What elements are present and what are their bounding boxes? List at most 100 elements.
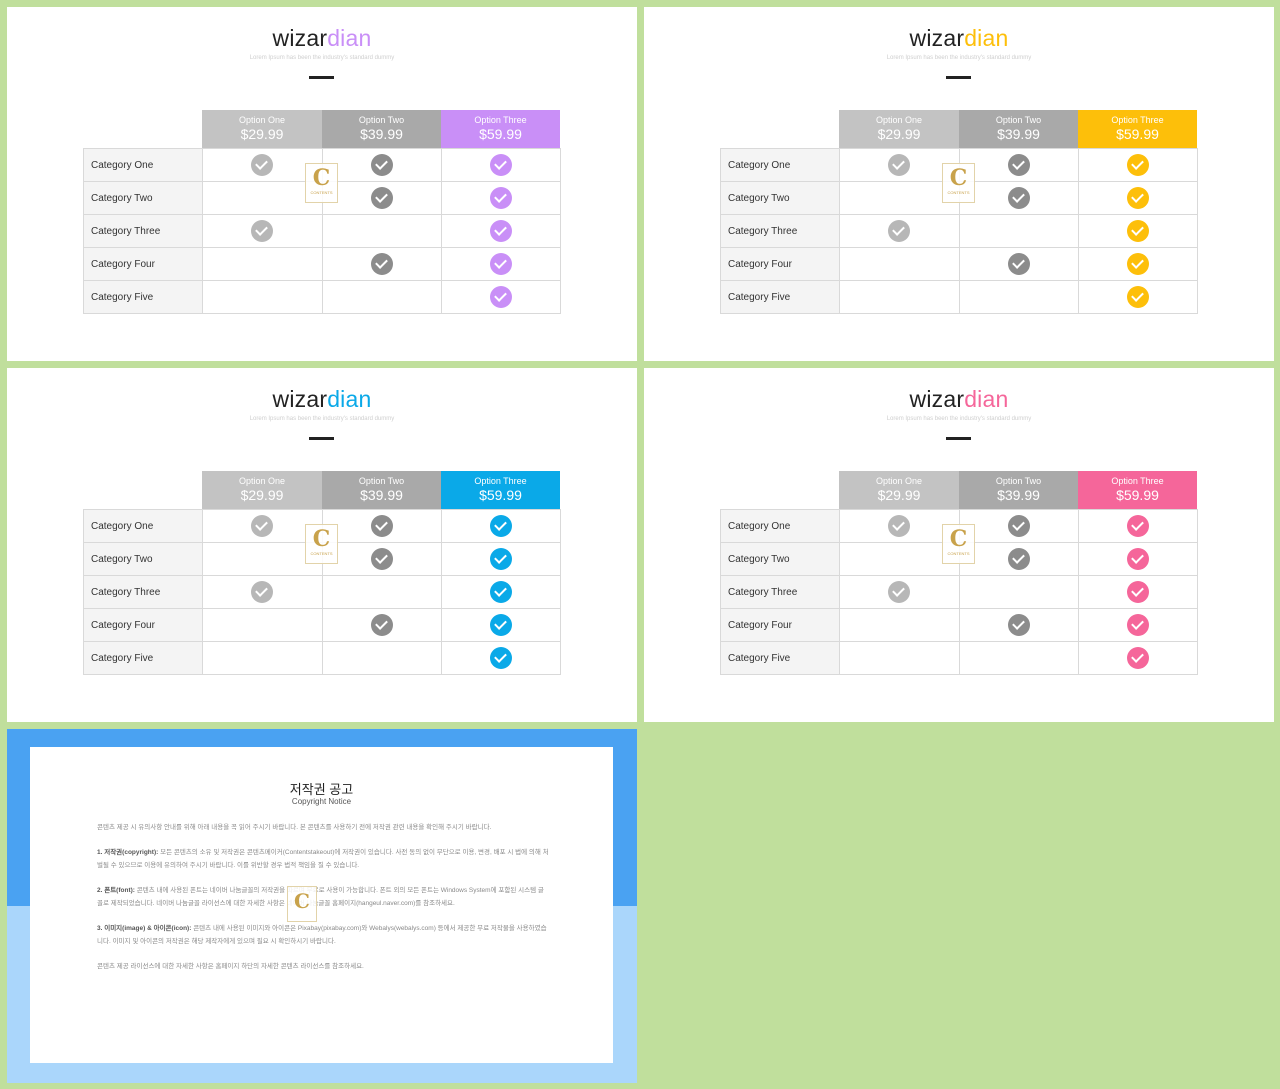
option-header-three: Option Three $59.99 — [1078, 471, 1197, 509]
table-row: Category Four — [719, 247, 1199, 281]
option-price: $29.99 — [877, 126, 921, 142]
notice-outro: 콘텐츠 제공 라이선스에 대한 자세한 사항은 홈페이지 하단의 자세한 콘텐츠… — [97, 963, 364, 970]
notice-paragraph-font: 2. 폰트(font): 콘텐츠 내에 사용된 폰트는 네이버 나눔글꼴의 저작… — [97, 884, 549, 910]
notice-paragraph-image: 3. 이미지(image) & 아이콘(icon): 콘텐츠 내에 사용된 이미… — [97, 922, 549, 948]
option-header-three: Option Three $59.99 — [1078, 110, 1197, 148]
check-icon — [1007, 154, 1030, 176]
slide-subtitle: Lorem Ipsum has been the industry's stan… — [886, 55, 1032, 61]
check-icon — [251, 154, 274, 176]
option-price: $39.99 — [997, 487, 1040, 503]
option-name: Option One — [875, 476, 923, 486]
table-cell — [1077, 542, 1199, 576]
category-label: Category One — [719, 148, 841, 182]
table-cell — [202, 181, 323, 215]
table-cell — [958, 641, 1079, 675]
notice-text: 콘텐츠 내에 사용된 이미지와 아이콘은 Pixabay(pixabay.com… — [97, 925, 547, 945]
check-icon — [1126, 614, 1149, 636]
option-name: Option Two — [995, 115, 1042, 125]
option-price: $59.99 — [1116, 126, 1159, 142]
table-cell — [1077, 247, 1199, 281]
table-cell — [839, 641, 960, 675]
table-cell — [202, 608, 323, 642]
table-cell — [440, 575, 562, 609]
table-cell — [440, 214, 562, 248]
category-label: Category Two — [719, 181, 841, 215]
category-label: Category Two — [82, 542, 204, 576]
check-icon — [251, 220, 274, 242]
brand-logo: wizardian — [7, 25, 637, 52]
category-label: Category Two — [719, 542, 841, 576]
table-cell — [440, 641, 562, 675]
notice-text: 모든 콘텐츠의 소유 및 저작권은 콘텐츠메이커(Contentstakeout… — [97, 849, 549, 869]
pricing-table: Category One Category Two Category Three… — [82, 509, 562, 675]
category-label: Category Four — [82, 608, 204, 642]
option-name: Option Two — [358, 115, 405, 125]
option-price: $39.99 — [360, 126, 403, 142]
check-icon — [888, 581, 911, 603]
watermark-text: CONTENTS — [310, 551, 333, 556]
watermark-letter: C — [949, 526, 968, 552]
table-row: Category Two — [719, 542, 1199, 576]
check-icon — [370, 614, 393, 636]
table-cell — [958, 181, 1079, 215]
table-cell — [958, 214, 1079, 248]
notice-card: 저작권 공고 Copyright Notice 콘텐츠 제공 시 유의사항 안내… — [30, 747, 613, 1063]
option-header-one: Option One $29.99 — [202, 471, 322, 509]
table-row: Category One — [719, 509, 1199, 543]
check-icon — [489, 647, 512, 669]
title-divider — [309, 76, 334, 79]
check-icon — [370, 253, 393, 275]
table-row: Category Three — [82, 214, 562, 248]
category-label: Category Three — [719, 214, 841, 248]
category-label: Category Three — [82, 214, 204, 248]
table-cell — [1077, 575, 1199, 609]
table-cell — [958, 280, 1079, 314]
table-row: Category Three — [719, 575, 1199, 609]
brand-text-dark: wizar — [909, 25, 965, 51]
check-icon — [489, 515, 512, 537]
check-icon — [489, 154, 512, 176]
brand-logo: wizardian — [7, 386, 637, 413]
brand-text-accent: dian — [964, 25, 1009, 51]
table-cell — [440, 148, 562, 182]
option-price: $59.99 — [479, 487, 522, 503]
check-icon — [489, 581, 512, 603]
check-icon — [370, 548, 393, 570]
notice-heading: 1. 저작권(copyright): — [97, 849, 159, 856]
contents-watermark-logo: C — [287, 886, 317, 922]
category-label: Category Four — [719, 608, 841, 642]
option-header-two: Option Two $39.99 — [322, 471, 441, 509]
table-cell — [839, 181, 960, 215]
table-row: Category One — [719, 148, 1199, 182]
brand-text-accent: dian — [327, 386, 372, 412]
watermark-letter: C — [312, 165, 331, 191]
check-icon — [251, 581, 274, 603]
option-price: $39.99 — [997, 126, 1040, 142]
check-icon — [489, 548, 512, 570]
check-icon — [1126, 647, 1149, 669]
notice-heading: 2. 폰트(font): — [97, 887, 135, 894]
contents-watermark-logo: C CONTENTS — [305, 163, 338, 203]
check-icon — [370, 187, 393, 209]
brand-text-accent: dian — [327, 25, 372, 51]
option-name: Option Three — [1111, 115, 1164, 125]
pricing-slide-blue: wizardian Lorem Ipsum has been the indus… — [7, 368, 637, 722]
check-icon — [489, 286, 512, 308]
option-name: Option One — [238, 476, 286, 486]
check-icon — [1007, 515, 1030, 537]
option-header-one: Option One $29.99 — [839, 471, 959, 509]
category-label: Category Three — [82, 575, 204, 609]
category-label: Category Five — [719, 280, 841, 314]
table-cell — [1077, 148, 1199, 182]
table-cell — [321, 280, 442, 314]
title-divider — [309, 437, 334, 440]
table-row: Category Five — [82, 641, 562, 675]
option-header-three: Option Three $59.99 — [441, 110, 560, 148]
table-cell — [839, 542, 960, 576]
option-name: Option One — [238, 115, 286, 125]
option-header-two: Option Two $39.99 — [959, 110, 1078, 148]
table-cell — [202, 214, 323, 248]
table-cell — [202, 641, 323, 675]
check-icon — [888, 220, 911, 242]
pricing-slide-yellow: wizardian Lorem Ipsum has been the indus… — [644, 7, 1274, 361]
